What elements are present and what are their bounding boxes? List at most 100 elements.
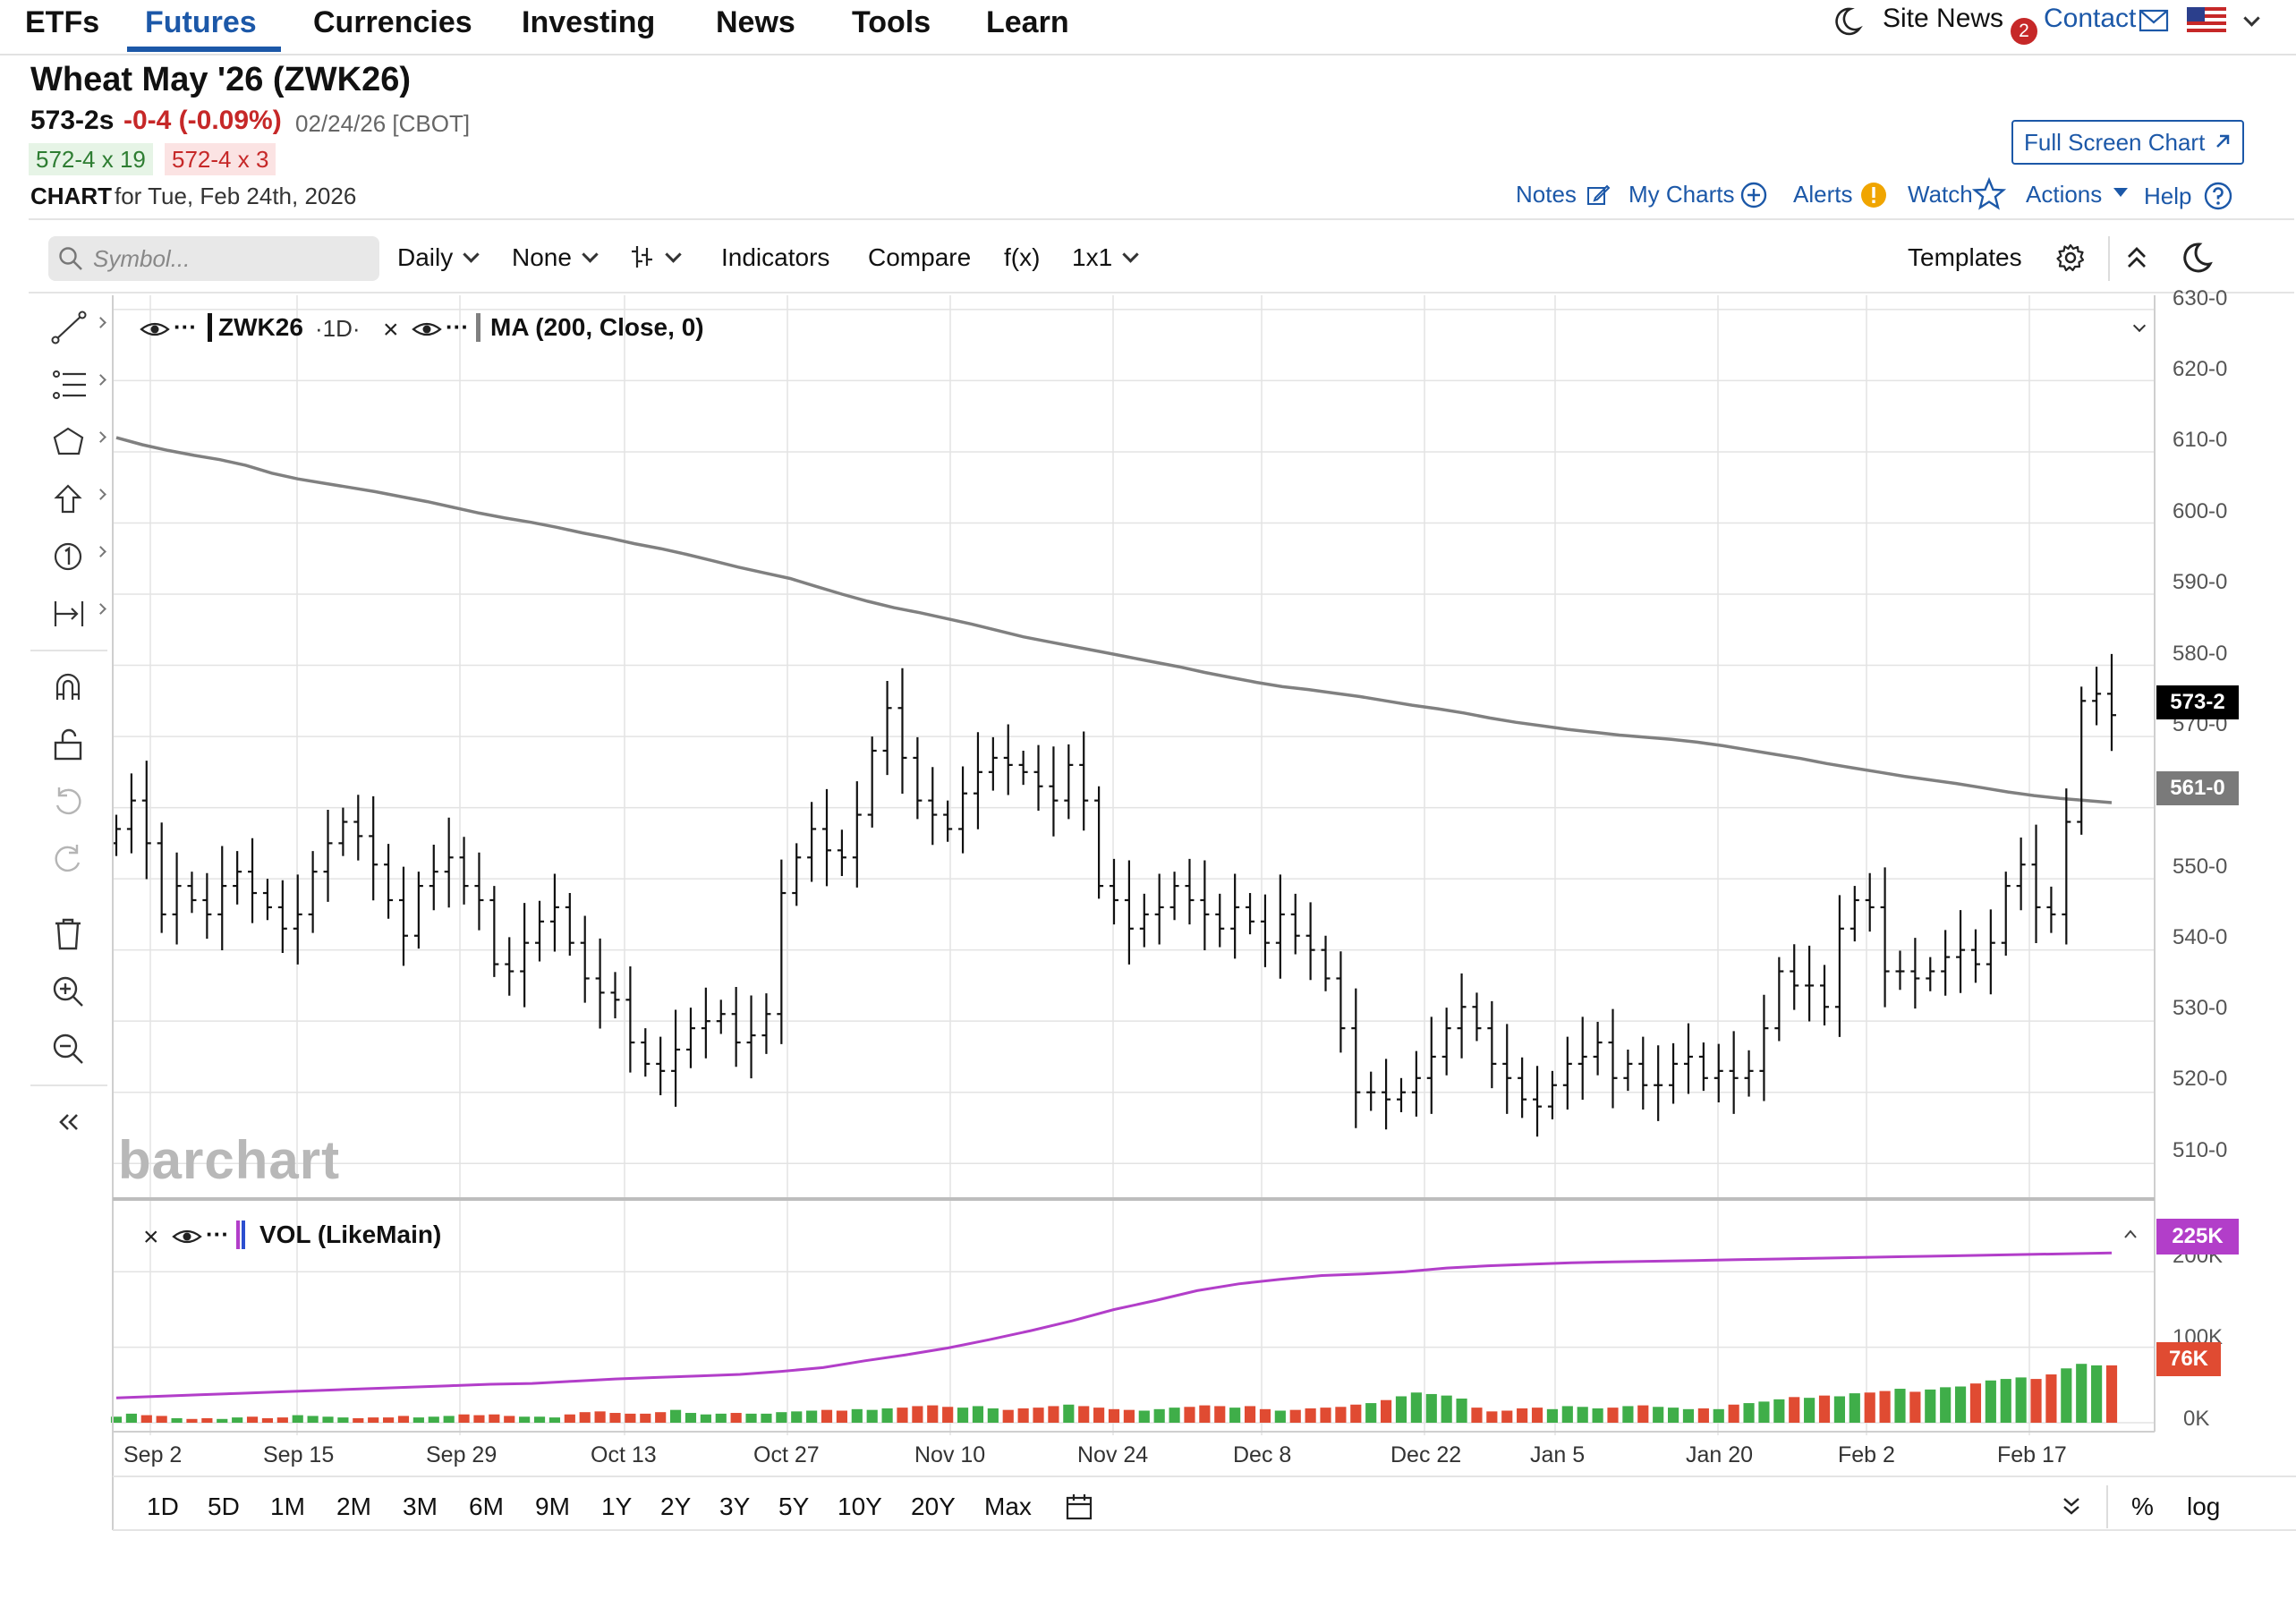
volume-bar <box>292 1415 303 1423</box>
moon-icon[interactable] <box>1831 5 1863 38</box>
templates-button[interactable]: Templates <box>1908 243 2022 271</box>
collapse-up-icon[interactable] <box>2122 243 2151 272</box>
magnet-tool[interactable] <box>45 666 95 709</box>
function-button[interactable]: f(x) <box>1004 243 1041 271</box>
actions-link[interactable]: Actions <box>2026 181 2102 208</box>
volume-bar <box>1789 1397 1800 1423</box>
my-charts-link[interactable]: My Charts <box>1628 181 1734 208</box>
dark-mode-icon[interactable] <box>2180 240 2214 274</box>
nav-etfs[interactable]: ETFs <box>25 5 100 39</box>
range-20y[interactable]: 20Y <box>911 1493 956 1520</box>
fibonacci-tool[interactable] <box>45 363 106 406</box>
compare-button[interactable]: Compare <box>868 243 972 271</box>
shape-tool[interactable] <box>45 421 106 464</box>
external-arrow-icon <box>2216 134 2230 148</box>
percent-scale-toggle[interactable]: % <box>2131 1493 2154 1520</box>
range-2m[interactable]: 2M <box>336 1493 371 1520</box>
alerts-link[interactable]: Alerts <box>1793 181 1852 208</box>
volume-bar <box>140 1415 152 1423</box>
range-6m[interactable]: 6M <box>469 1493 504 1520</box>
nav-futures[interactable]: Futures <box>145 5 257 39</box>
site-news-link[interactable]: Site News <box>1883 4 2004 33</box>
range-10y[interactable]: 10Y <box>838 1493 882 1520</box>
volume-bar <box>2030 1379 2042 1423</box>
volume-bar <box>458 1414 470 1423</box>
trendline-tool[interactable] <box>45 306 106 349</box>
delete-drawings-button[interactable] <box>45 913 95 956</box>
us-flag-icon[interactable] <box>2187 7 2226 34</box>
contact-link[interactable]: Contact <box>2044 4 2137 33</box>
date-tick: Oct 27 <box>753 1442 820 1467</box>
volume-bar <box>1108 1408 1120 1423</box>
range-9m[interactable]: 9M <box>535 1493 570 1520</box>
measure-tool[interactable] <box>45 592 106 635</box>
volume-bar <box>745 1413 757 1423</box>
legend-volume: VOL (LikeMain) <box>259 1221 442 1248</box>
zoom-in-button[interactable] <box>45 970 95 1013</box>
mail-icon[interactable] <box>2139 9 2169 32</box>
symbol-search-input[interactable]: Symbol... <box>48 236 379 281</box>
volume-bar <box>353 1417 364 1423</box>
star-icon[interactable] <box>1972 177 2006 211</box>
lock-tool[interactable] <box>45 723 95 766</box>
volume-bar <box>1289 1409 1301 1423</box>
edit-note-icon[interactable] <box>1586 183 1611 208</box>
remove-volume-icon[interactable]: × <box>143 1222 159 1252</box>
zoom-out-icon <box>53 1033 83 1064</box>
undo-button[interactable] <box>45 780 95 823</box>
range-5d[interactable]: 5D <box>208 1493 240 1520</box>
notes-link[interactable]: Notes <box>1516 181 1577 208</box>
zoom-out-button[interactable] <box>45 1027 95 1070</box>
settings-gear-icon[interactable] <box>2054 242 2087 274</box>
visibility-eye-icon[interactable] <box>140 319 170 340</box>
visibility-eye-icon[interactable] <box>172 1226 202 1247</box>
help-link[interactable]: Help <box>2144 183 2191 210</box>
arrow-marker-tool[interactable] <box>45 478 106 521</box>
volume-bar <box>1169 1408 1180 1423</box>
layout-dropdown[interactable]: 1x1 <box>1072 243 1139 272</box>
volume-bar <box>685 1413 697 1423</box>
add-circle-icon[interactable] <box>1739 181 1768 209</box>
calendar-icon[interactable] <box>1065 1493 1093 1521</box>
log-scale-toggle[interactable]: log <box>2187 1493 2221 1520</box>
range-1m[interactable]: 1M <box>270 1493 305 1520</box>
help-circle-icon[interactable] <box>2203 181 2233 211</box>
counter-tool[interactable] <box>45 535 106 578</box>
caret-down-icon[interactable] <box>2113 188 2128 199</box>
volume-bar <box>1743 1403 1755 1423</box>
visibility-eye-icon[interactable] <box>412 319 442 340</box>
remove-ma-icon[interactable]: × <box>383 315 399 344</box>
nav-news[interactable]: News <box>716 5 795 39</box>
collapse-tools-button[interactable] <box>45 1101 95 1144</box>
nav-learn[interactable]: Learn <box>986 5 1069 39</box>
nav-currencies[interactable]: Currencies <box>313 5 472 39</box>
last-price-badge: 573-2 <box>2156 685 2239 719</box>
redo-button[interactable] <box>45 838 95 880</box>
more-options-icon[interactable]: ··· <box>446 313 469 340</box>
range-3y[interactable]: 3Y <box>719 1493 751 1520</box>
range-5y[interactable]: 5Y <box>778 1493 810 1520</box>
alert-warning-icon[interactable] <box>1859 181 1888 209</box>
overlay-dropdown[interactable]: None <box>512 243 599 272</box>
bar-type-dropdown[interactable] <box>628 243 682 272</box>
more-options-icon[interactable]: ··· <box>174 313 197 340</box>
nav-investing[interactable]: Investing <box>522 5 656 39</box>
range-2y[interactable]: 2Y <box>660 1493 692 1520</box>
volume-bar <box>594 1411 606 1423</box>
range-3m[interactable]: 3M <box>403 1493 438 1520</box>
range-1y[interactable]: 1Y <box>601 1493 633 1520</box>
series-color-swatch <box>208 313 212 342</box>
watch-link[interactable]: Watch <box>1908 181 1973 208</box>
full-screen-chart-button[interactable]: Full Screen Chart <box>2011 120 2244 165</box>
indicators-button[interactable]: Indicators <box>721 243 830 271</box>
pane-expand-icon[interactable] <box>2122 1228 2139 1240</box>
volume-bar <box>1925 1389 1936 1423</box>
more-options-icon[interactable]: ··· <box>206 1221 229 1247</box>
interval-dropdown[interactable]: Daily <box>397 243 480 272</box>
double-chevron-down-icon[interactable] <box>2060 1494 2083 1518</box>
last-price: 573-2s <box>30 106 115 135</box>
range-1d[interactable]: 1D <box>147 1493 179 1520</box>
nav-tools[interactable]: Tools <box>852 5 931 39</box>
range-max[interactable]: Max <box>984 1493 1032 1520</box>
